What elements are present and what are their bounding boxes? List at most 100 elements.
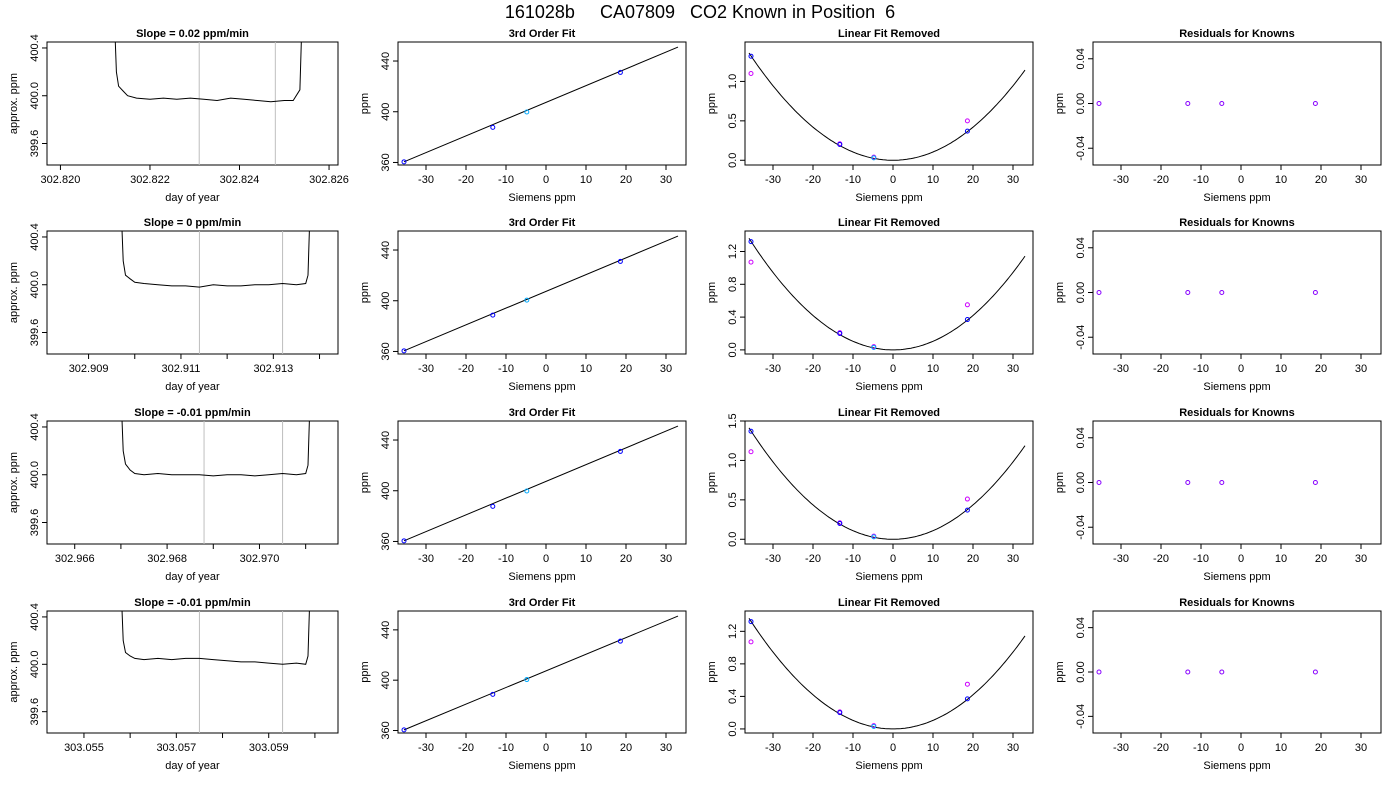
x-tick-label: 20	[967, 174, 979, 186]
series-line	[121, 421, 310, 477]
y-tick-label: 0.00	[1075, 93, 1087, 114]
x-tick-label: 10	[1275, 742, 1287, 754]
y-tick-label: -0.04	[1075, 515, 1087, 540]
y-tick-label: 400.4	[29, 223, 41, 251]
chart-panel-r4-c2: 3rd Order Fit -30 -20 -10 0 10 20 30 360 400 440 Si…	[359, 597, 687, 772]
x-tick-label: 20	[1315, 174, 1327, 186]
x-tick-label: -30	[765, 174, 781, 186]
y-tick-label: 400	[380, 671, 392, 689]
plot-area	[401, 235, 679, 354]
x-tick-label: 20	[620, 174, 632, 186]
x-tick-label: 20	[620, 553, 632, 565]
x-tick-label: -20	[805, 174, 821, 186]
y-tick-label: 400.0	[29, 82, 41, 110]
plot-frame	[744, 41, 1034, 166]
chart-panel-r1-c3: Linear Fit Removed -30 -20 -10 0 10 20 30 0.0 0.5…	[706, 28, 1034, 204]
data-point	[617, 258, 623, 264]
x-axis-label: Siemens ppm	[855, 381, 922, 393]
plot-area	[401, 46, 679, 165]
y-axis-label: ppm	[1054, 93, 1066, 114]
x-tick-label: 0	[543, 742, 549, 754]
data-point	[490, 503, 496, 509]
data-point	[964, 317, 970, 323]
x-axis-label: Siemens ppm	[1203, 192, 1270, 204]
x-tick-label: -20	[805, 742, 821, 754]
x-tick-label: -10	[498, 174, 514, 186]
chart-title: 3rd Order Fit	[509, 217, 576, 229]
y-tick-label: 400	[380, 292, 392, 310]
y-tick-label: 400.4	[29, 413, 41, 441]
y-tick-label: 0.04	[1075, 617, 1087, 638]
plot-frame	[46, 41, 339, 166]
y-tick-label: -0.04	[1075, 704, 1087, 729]
y-tick-label: 440	[380, 621, 392, 639]
plot-frame	[1092, 610, 1382, 734]
chart-panel-r2-c1: Slope = 0 ppm/min 302.909 302.911 302.913 39…	[8, 217, 339, 393]
x-tick-label: -30	[765, 553, 781, 565]
data-point	[1185, 669, 1191, 675]
plot-area	[1096, 290, 1318, 295]
x-tick-label: 20	[967, 363, 979, 375]
x-tick-label: -20	[1153, 742, 1169, 754]
x-axis-label: day of year	[165, 192, 220, 204]
x-tick-label: 30	[660, 553, 672, 565]
data-point	[837, 521, 843, 526]
data-point	[401, 727, 407, 733]
chart-panel-r4-c1: Slope = -0.01 ppm/min 303.055 303.057 303.0…	[8, 597, 339, 772]
x-tick-label: -20	[805, 553, 821, 565]
data-point	[524, 488, 530, 494]
chart-title: Slope = 0 ppm/min	[144, 217, 242, 229]
plot-area	[748, 238, 1026, 351]
y-tick-label: 0.04	[1075, 427, 1087, 448]
x-tick-label: -30	[1113, 553, 1129, 565]
y-tick-label: 400	[380, 482, 392, 500]
y-tick-label: 360	[380, 721, 392, 739]
data-point	[964, 118, 970, 124]
y-tick-label: 0.8	[727, 277, 739, 292]
plot-frame	[744, 230, 1034, 355]
fit-line	[403, 425, 679, 542]
x-tick-label: 30	[660, 363, 672, 375]
chart-title: 3rd Order Fit	[509, 407, 576, 419]
x-tick-label: -30	[418, 174, 434, 186]
chart-title: Linear Fit Removed	[838, 407, 940, 419]
x-tick-label: -10	[498, 553, 514, 565]
chart-panel-r1-c4: Residuals for Knowns -30 -20 -10 0 10 20 30 -0.0…	[1054, 28, 1382, 204]
y-axis-label: ppm	[1054, 661, 1066, 682]
x-tick-label: -20	[805, 363, 821, 375]
data-point	[490, 691, 496, 697]
data-point	[1096, 480, 1102, 485]
plot-frame	[744, 420, 1034, 545]
data-point	[1185, 101, 1191, 106]
y-tick-label: 360	[380, 342, 392, 360]
plot-area	[1096, 480, 1318, 485]
x-tick-label: 0	[1238, 174, 1244, 186]
plot-area	[401, 615, 679, 733]
data-point	[871, 344, 877, 350]
y-tick-label: 1.2	[727, 624, 739, 639]
x-tick-label: 10	[927, 363, 939, 375]
x-tick-label: -30	[765, 742, 781, 754]
y-tick-label: 400.4	[29, 603, 41, 631]
y-tick-label: 400.0	[29, 271, 41, 299]
data-point	[401, 538, 407, 544]
y-tick-label: 399.6	[29, 698, 41, 726]
y-axis-label: ppm	[706, 93, 718, 114]
x-tick-label: -30	[418, 742, 434, 754]
x-tick-label: -20	[458, 553, 474, 565]
y-tick-label: 0.4	[727, 309, 739, 324]
series-line	[121, 611, 310, 665]
data-point	[1312, 669, 1318, 675]
y-tick-label: 440	[380, 431, 392, 449]
plot-frame	[397, 610, 687, 734]
y-axis-label: approx. ppm	[8, 262, 20, 323]
data-point	[964, 681, 970, 687]
x-tick-label: 30	[1355, 742, 1367, 754]
x-tick-label: 0	[890, 174, 896, 186]
x-tick-label: 10	[580, 553, 592, 565]
y-tick-label: 0.0	[727, 721, 739, 736]
x-tick-label: 302.909	[69, 363, 109, 375]
chart-title: Slope = -0.01 ppm/min	[134, 597, 251, 609]
y-tick-label: 0.00	[1075, 661, 1087, 682]
chart-panel-r4-c4: Residuals for Knowns -30 -20 -10 0 10 20 30 -0.0…	[1054, 597, 1382, 772]
